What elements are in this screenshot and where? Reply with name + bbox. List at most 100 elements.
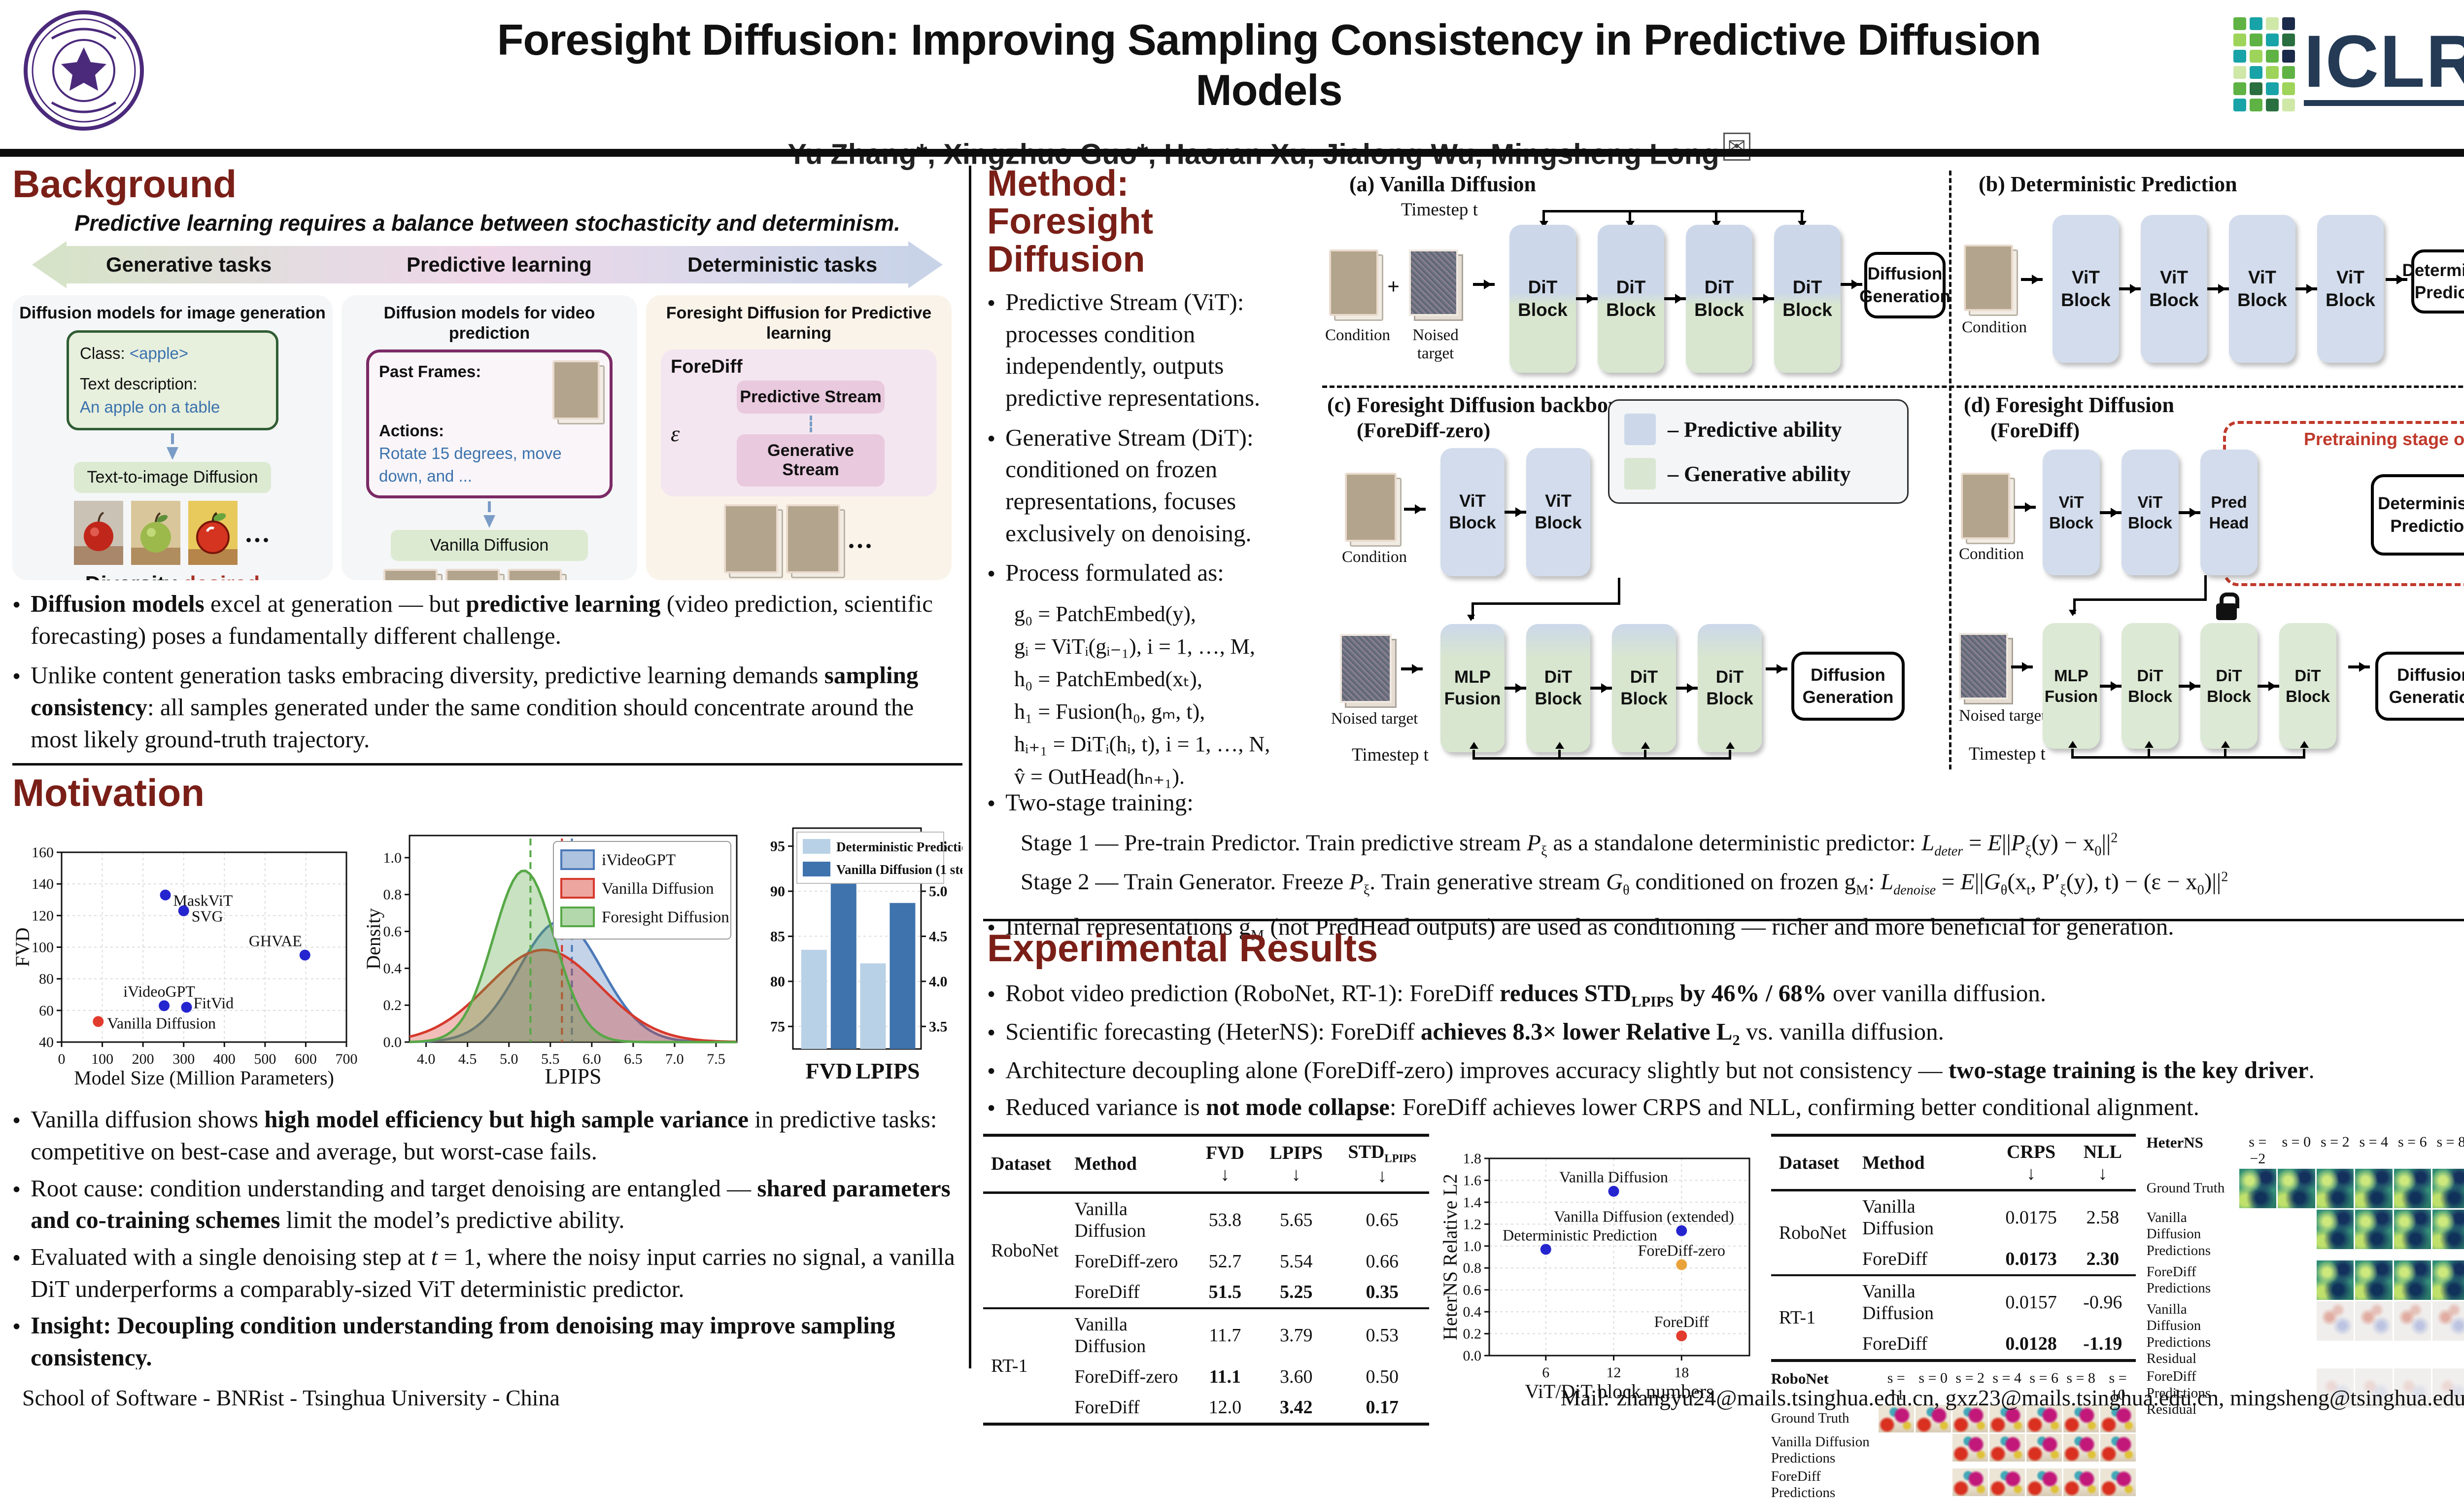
svg-text:5.5: 5.5 <box>541 1051 560 1067</box>
bullet-item: • Reduced variance is not mode collapse: … <box>987 1093 2199 1122</box>
internal-representations-bullet: Internal representations gM (not PredHea… <box>1005 912 2174 943</box>
svg-text:6.0: 6.0 <box>582 1051 601 1067</box>
svg-text:6.5: 6.5 <box>624 1051 643 1067</box>
svg-text:100: 100 <box>91 1051 113 1067</box>
value-cell: 0.17 <box>1366 1396 1399 1418</box>
svg-text:1.6: 1.6 <box>1463 1172 1481 1188</box>
svg-text:FitVid: FitVid <box>193 994 234 1012</box>
svg-text:7.0: 7.0 <box>665 1051 684 1067</box>
header-rule <box>0 149 2464 157</box>
lpips-density-chart: 4.0 4.5 5.0 5.5 6.0 6.5 7.0 7.5 0.0 0.2 0.4 0.6 0.8 1… <box>362 828 744 1099</box>
grid-col-label: s = 8 <box>2066 1370 2095 1386</box>
method-cell: ForeDiff <box>1862 1333 1928 1354</box>
empty-cell <box>2239 1260 2276 1300</box>
svg-text:Vanilla Diffusion (1 step): Vanilla Diffusion (1 step) <box>836 862 962 877</box>
arrow-icon <box>2021 275 2043 284</box>
vit-block-block: ViT Block <box>2053 215 2119 363</box>
svg-text:iVideoGPT: iVideoGPT <box>123 983 195 1001</box>
arrow-icon <box>2011 662 2033 672</box>
svg-text:0.4: 0.4 <box>1463 1304 1481 1320</box>
svg-text:1.8: 1.8 <box>1463 1151 1481 1167</box>
dit-block-block: DiT Block <box>2200 623 2258 749</box>
svg-text:ViT/DiT block numbers: ViT/DiT block numbers <box>1525 1380 1713 1402</box>
svg-text:75: 75 <box>770 1019 785 1035</box>
value-cell: 5.54 <box>1279 1251 1313 1272</box>
model-pill: Text-to-image Diffusion <box>74 462 271 493</box>
svg-text:0.6: 0.6 <box>1463 1282 1481 1298</box>
value-cell: 0.0175 <box>2005 1207 2057 1228</box>
arrow-icon <box>2386 275 2407 284</box>
dit-block-block: DiT Block <box>1509 225 1576 373</box>
crps-nll-table: Dataset Method CRPS ↓ NLL ↓ RoboNet Vanilla D… <box>1771 1134 2136 1362</box>
noised-target-image <box>1409 249 1458 316</box>
dit-block-block: DiT Block <box>1598 225 1664 373</box>
svg-text:600: 600 <box>295 1051 317 1067</box>
stage2-line: Stage 2 — Train Generator. Freeze Pξ. Tr… <box>1021 869 2228 898</box>
deterministic-prediction-box: Deterministic Prediction <box>2371 474 2464 556</box>
results-heading: Experimental Results <box>987 926 1378 970</box>
sample-cell <box>2355 1301 2393 1341</box>
svg-text:iVideoGPT: iVideoGPT <box>602 851 676 869</box>
dashed-arrow-icon <box>809 415 812 432</box>
motivation-charts: 0 100 200 300 400 500 600 700 40 60 80 100 120 140 160… <box>12 820 962 1099</box>
vit-block-block: ViT Block <box>2141 215 2207 363</box>
svg-text:80: 80 <box>39 971 54 987</box>
iclr-mosaic-icon <box>2233 17 2295 111</box>
svg-text:Deterministic Prediction: Deterministic Prediction <box>1503 1226 1657 1244</box>
sample-cell <box>2063 1468 2099 1496</box>
table-row: ForeDiff-zero 52.7 5.54 0.66 <box>983 1246 1429 1277</box>
grid-col-label: s = 2 <box>2320 1134 2350 1150</box>
value-cell: 0.66 <box>1366 1251 1399 1272</box>
value-cell: 0.0157 <box>2005 1292 2057 1313</box>
sample-cell <box>2432 1260 2464 1300</box>
sample-cell <box>2394 1260 2431 1300</box>
value-cell: 2.30 <box>2086 1249 2120 1269</box>
svg-text:12: 12 <box>1606 1364 1621 1381</box>
bullet-item: • Unlike content generation tasks embraci… <box>12 662 919 753</box>
value-cell: 3.79 <box>1279 1325 1313 1346</box>
arrow-down-icon <box>483 515 495 528</box>
panel-video-prediction: Diffusion models for video prediction Pa… <box>342 295 637 580</box>
svg-text:3.5: 3.5 <box>929 1019 948 1035</box>
value-cell: 3.60 <box>1279 1366 1313 1387</box>
generative-stream-box: Generative Stream <box>737 434 885 487</box>
poster-root: Foresight Diffusion: Improving Sampling … <box>0 10 2464 1501</box>
mlp-fusion-block: MLP Fusion <box>1440 624 1505 752</box>
grid-col-label: s = 8 <box>2436 1134 2464 1150</box>
dit-block-block: DiT Block <box>1686 225 1752 373</box>
sample-cell <box>1952 1434 1988 1462</box>
value-cell: 12.0 <box>1208 1396 1242 1418</box>
svg-text:LPIPS: LPIPS <box>856 1058 920 1083</box>
background-panels: Diffusion models for image generation Cl… <box>12 295 962 580</box>
empty-cell <box>2278 1260 2315 1300</box>
condition-image <box>1961 473 2010 539</box>
two-stage-intro: Two-stage training: <box>1005 789 1194 816</box>
noised-target-image <box>1340 634 1392 703</box>
background-heading: Background <box>12 162 237 206</box>
sample-cell <box>1989 1434 2025 1462</box>
sample-cell <box>2355 1260 2393 1300</box>
diffusion-generation-box: Diffusion Generation <box>1859 252 1951 318</box>
deterministic-prediction-box: Deterministic Prediction <box>2402 249 2464 314</box>
grid-col-label: s = 0 <box>1918 1370 1948 1386</box>
lock-icon <box>2216 593 2239 620</box>
dataset-cell: RoboNet <box>1779 1222 1847 1243</box>
arrow-right-icon <box>908 241 943 288</box>
sample-cell <box>1989 1468 2025 1496</box>
arrow-left-icon <box>32 241 67 288</box>
arrow-icon <box>1766 664 1787 674</box>
table-header: Dataset <box>1779 1152 1840 1173</box>
method-heading-1: Method: <box>987 163 1129 204</box>
method-cell: ForeDiff <box>1862 1249 1928 1269</box>
value-cell: 0.65 <box>1366 1209 1399 1230</box>
svg-text:60: 60 <box>39 1003 54 1019</box>
sample-cell <box>2316 1301 2354 1341</box>
svg-text:40: 40 <box>39 1034 54 1050</box>
svg-text:95: 95 <box>770 838 785 855</box>
sample-cell <box>2100 1468 2136 1496</box>
spectrum-arrow: Generative tasks Predictive learning Det… <box>32 241 943 288</box>
empty-cell <box>2239 1301 2276 1341</box>
arrow-icon <box>1676 683 1698 693</box>
sample-cell <box>1952 1468 1988 1496</box>
value-cell: 2.58 <box>2086 1207 2120 1228</box>
